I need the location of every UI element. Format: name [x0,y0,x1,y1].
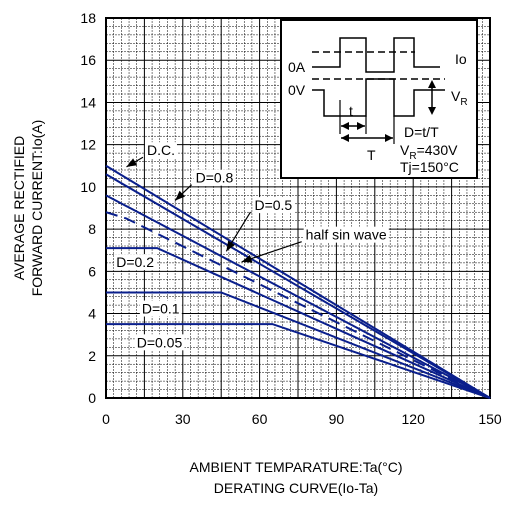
inset-t-label: t [349,103,353,119]
annotation-arrowhead [175,190,186,201]
series-line [105,164,491,399]
t-arrow-left [341,122,349,130]
y-tick-label: 16 [80,52,96,68]
inset-0a-label: 0A [288,59,306,75]
annotation-background [144,142,177,159]
waveform-inset: Io 0A 0V VR t T D=t/T VR=430V Tj=150°C [280,19,478,179]
voltage-waveform [312,78,445,117]
T-arrow-left [341,134,349,142]
y-tick-label: 8 [88,221,96,237]
x-tick-label: 120 [402,411,426,427]
current-waveform [312,37,440,73]
y-tick-label: 12 [80,137,96,153]
series-line [105,194,491,399]
series-group [105,164,491,399]
y-tick-label: 14 [80,94,96,110]
annotation-background [303,226,389,243]
series-annotation-label: D=0.5 [254,197,292,213]
plot-frame [105,17,491,399]
inset-frame [280,19,478,179]
annotations: D.C. D=0.8 D=0.5 half sin wave D=0.2 D=0.1 D=0… [114,142,389,351]
y-tick-label: 18 [80,10,96,26]
chart-subtitle: DERATING CURVE(Io-Ta) [214,480,378,496]
inset-vr-label: VR [451,88,468,108]
annotation-arrowhead [226,240,235,252]
annotation-arrowhead [241,254,253,263]
vr-arrow-head-up [428,80,436,88]
vr-arrow-head-down [428,107,436,115]
series-line [106,291,491,399]
annotation-arrowhead [126,158,138,167]
annotation-leader [241,241,302,263]
series-line [106,323,491,399]
T-arrow-right [385,134,393,142]
series-annotation-label: D=0.05 [137,334,183,350]
annotation-background [252,197,295,214]
series-line [105,211,491,399]
series-line [105,173,491,399]
inset-0v-label: 0V [288,82,306,98]
x-axis-label: AMBIENT TEMPARATURE:Ta(°C) [189,459,402,475]
x-tick-label: 60 [252,411,268,427]
y-axis-label-line2: FORWARD CURRENT:Io(A) [29,120,45,297]
x-tick-label: 30 [175,411,191,427]
annotation-background [134,334,185,351]
inset-duty-label: D=t/T [404,124,439,140]
t-arrow-right [357,122,365,130]
x-tick-label: 0 [102,411,110,427]
series-annotation-label: D=0.8 [196,170,234,186]
series-annotation-label: D=0.2 [116,254,154,270]
x-tick-label: 90 [329,411,345,427]
annotation-background [193,169,236,186]
inset-io-label: Io [455,51,467,67]
y-tick-label: 2 [88,348,96,364]
series-annotation-label: D.C. [147,142,175,158]
x-tick-label: 150 [478,411,502,427]
series-line [106,247,491,399]
annotation-background [139,300,182,317]
inset-tj-label: Tj=150°C [400,159,459,175]
inset-vr-value: VR=430V [400,142,458,162]
y-axis-label-line1: AVERAGE RECTIFIED [11,136,27,280]
y-tick-label: 10 [80,179,96,195]
y-tick-label: 6 [88,263,96,279]
tick-labels: 0 30 60 90 120 150 0 2 4 6 8 10 12 14 16 18 [80,10,501,427]
annotation-background [114,254,157,271]
series-annotation-label: D=0.1 [142,301,180,317]
inset-T-label: T [367,147,376,163]
y-tick-label: 0 [88,390,96,406]
y-tick-label: 4 [88,306,96,322]
series-annotation-label: half sin wave [306,227,387,243]
